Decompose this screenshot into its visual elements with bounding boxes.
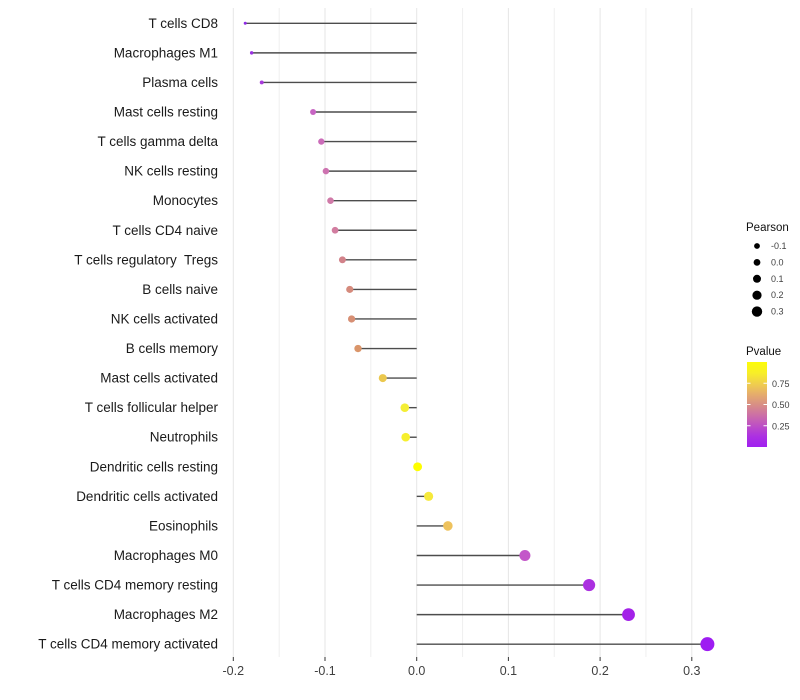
legend-pearson-dot (753, 259, 761, 266)
category-label: Dendritic cells resting (90, 459, 218, 474)
legend-pvalue-label: 0.25 (772, 421, 790, 431)
lollipop-dot (243, 21, 247, 25)
legend-pearson-label: 0.3 (771, 307, 784, 317)
category-label: Macrophages M1 (114, 45, 218, 60)
lollipop-dot (583, 578, 596, 592)
lollipop-dot (519, 549, 531, 562)
legend-pvalue-label: 0.50 (772, 400, 790, 410)
category-label: Monocytes (153, 193, 219, 208)
legend-pearson-label: 0.1 (771, 274, 784, 284)
category-label: T cells CD4 naive (112, 223, 218, 238)
lollipop-dot (249, 51, 254, 55)
category-label: B cells naive (142, 282, 218, 297)
category-label: NK cells activated (111, 311, 218, 326)
lollipop-dot (413, 462, 423, 472)
category-label: Macrophages M2 (114, 607, 218, 622)
lollipop-dot (310, 108, 317, 116)
x-tick-label: -0.2 (223, 664, 245, 678)
lollipop-dot (318, 138, 325, 145)
lollipop-dot (331, 226, 339, 234)
category-label: T cells regulatory Tregs (74, 252, 218, 267)
category-label: Dendritic cells activated (76, 489, 218, 504)
lollipop-dot (700, 637, 715, 652)
lollipop-dot (378, 374, 387, 383)
legend-pearson-label: 0.2 (771, 290, 784, 300)
lollipop-dot (346, 285, 354, 293)
legend-pearson-dot (752, 290, 762, 300)
category-label: T cells gamma delta (97, 134, 218, 149)
lollipop-dot (622, 608, 635, 622)
legend-pvalue-label: 0.75 (772, 379, 790, 389)
category-label: Eosinophils (149, 518, 218, 533)
lollipop-dot (327, 197, 334, 204)
category-label: T cells follicular helper (85, 400, 219, 415)
category-label: Neutrophils (150, 430, 219, 445)
lollipop-dot (401, 432, 410, 442)
category-label: NK cells resting (124, 164, 218, 179)
category-label: Macrophages M0 (114, 548, 218, 563)
lollipop-dot (259, 80, 264, 85)
legend-pearson-dot (754, 243, 760, 249)
x-tick-label: 0.0 (408, 664, 425, 678)
lollipop-dot (354, 344, 362, 353)
category-label: Plasma cells (142, 75, 218, 90)
x-tick-label: 0.3 (683, 664, 700, 678)
legend-pvalue-title: Pvalue (746, 346, 781, 358)
lollipop-dot (424, 491, 434, 501)
x-tick-label: 0.2 (591, 664, 608, 678)
category-label: T cells CD4 memory resting (52, 578, 218, 593)
legend-pearson-dot (753, 274, 761, 283)
lollipop-dot (322, 167, 330, 175)
category-label: T cells CD8 (148, 16, 218, 31)
x-tick-label: -0.1 (314, 664, 336, 678)
category-label: Mast cells activated (100, 371, 218, 386)
category-label: B cells memory (126, 341, 219, 356)
legend-pvalue-colorbar (747, 362, 767, 447)
x-tick-label: 0.1 (500, 664, 517, 678)
lollipop-dot (400, 403, 410, 412)
legend-pearson-title: Pearson (746, 222, 789, 234)
legend-pearson-dot (751, 306, 763, 317)
lollipop-dot (443, 521, 453, 531)
category-label: Mast cells resting (114, 104, 218, 119)
legend-pearson-label: -0.1 (771, 241, 787, 251)
category-label: T cells CD4 memory activated (38, 637, 218, 652)
lollipop-dot (338, 256, 346, 264)
lollipop-dot (347, 315, 356, 323)
legend-pearson-label: 0.0 (771, 257, 784, 267)
